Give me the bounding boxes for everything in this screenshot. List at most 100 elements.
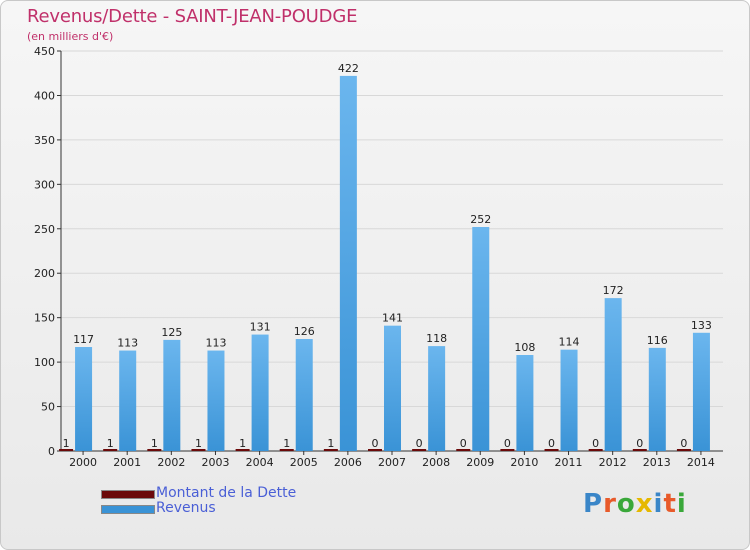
debt-value-label: 1 [151,437,158,450]
logo-letter: o [616,489,636,519]
logo-letter: P [583,489,604,519]
revenue-bar [251,334,269,451]
revenue-value-label: 108 [514,341,535,354]
debt-bar [235,449,250,451]
x-tick-label: 2012 [599,456,627,469]
debt-value-label: 1 [283,437,290,450]
debt-bar [588,449,603,451]
y-tick-label: 450 [34,45,55,58]
legend-label-debt: Montant de la Dette [156,485,297,501]
revenue-value-label: 126 [294,325,315,338]
revenue-bar [163,339,181,451]
debt-value-label: 1 [63,437,70,450]
y-tick-label: 50 [41,401,55,414]
revenue-value-label: 113 [117,337,138,350]
debt-value-label: 0 [636,437,643,450]
debt-value-label: 1 [327,437,334,450]
revenue-bar [604,298,622,451]
debt-value-label: 1 [107,437,114,450]
revenue-value-label: 117 [73,333,94,346]
debt-bar [147,449,162,451]
revenue-value-label: 118 [426,332,447,345]
logo-letter: r [603,489,617,519]
revenue-bar [428,346,446,451]
logo-letter: t [663,489,677,519]
revenue-value-label: 113 [205,337,226,350]
chart-subtitle: (en milliers d'€) [27,30,114,43]
x-tick-label: 2006 [334,456,362,469]
revenue-bar [207,350,225,451]
debt-value-label: 0 [460,437,467,450]
x-tick-label: 2014 [687,456,715,469]
revenue-bar [472,227,490,451]
x-tick-label: 2013 [643,456,671,469]
revenue-bar [75,347,93,451]
debt-bar [412,449,427,451]
x-tick-label: 2007 [378,456,406,469]
debt-bar [191,449,206,451]
revenue-bar [516,355,534,451]
debt-value-label: 0 [416,437,423,450]
x-tick-label: 2001 [113,456,141,469]
revenue-bar [560,349,578,451]
y-tick-label: 100 [34,356,55,369]
debt-value-label: 0 [548,437,555,450]
revenue-value-label: 252 [470,213,491,226]
revenue-value-label: 141 [382,312,403,325]
revenue-value-label: 131 [250,321,271,334]
debt-bar [368,449,382,451]
logo-letter: x [635,489,654,519]
x-tick-label: 2011 [555,456,583,469]
proxiti-logo: Proxiti [583,489,687,519]
y-tick-label: 350 [34,134,55,147]
debt-bar [323,449,338,451]
revenue-bar [295,339,313,451]
debt-value-label: 0 [680,437,687,450]
debt-bar [500,449,515,451]
chart-title: Revenus/Dette - SAINT-JEAN-POUDGE [27,6,358,27]
x-tick-label: 2000 [69,456,97,469]
revenue-bar [692,332,710,451]
debt-bar [544,449,559,451]
x-tick-label: 2005 [290,456,318,469]
revenue-value-label: 114 [559,336,580,349]
legend-label-revenue: Revenus [156,500,216,516]
revenue-bar [648,347,666,451]
revenue-value-label: 116 [647,334,668,347]
revenue-bar [119,350,137,451]
x-tick-label: 2002 [157,456,185,469]
debt-value-label: 0 [504,437,511,450]
debt-bar [676,449,691,451]
revenue-value-label: 172 [603,284,624,297]
y-tick-label: 0 [48,445,55,458]
revenue-value-label: 422 [338,62,359,75]
y-tick-label: 200 [34,267,55,280]
debt-bar [632,449,647,451]
x-tick-label: 2010 [510,456,538,469]
legend-swatch-debt [101,490,155,499]
revenue-value-label: 133 [691,319,712,332]
y-tick-label: 250 [34,223,55,236]
revenue-bar [384,325,401,451]
revenue-value-label: 125 [161,326,182,339]
x-tick-label: 2009 [466,456,494,469]
debt-bar [59,449,74,451]
debt-value-label: 1 [239,437,246,450]
debt-value-label: 0 [372,437,379,450]
revenue-bar [339,75,357,451]
x-tick-label: 2003 [201,456,229,469]
x-tick-label: 2008 [422,456,450,469]
logo-letter: i [653,489,664,519]
debt-bar [456,449,471,451]
debt-bar [279,449,294,451]
y-tick-label: 400 [34,89,55,102]
y-tick-label: 150 [34,312,55,325]
debt-bar [103,449,118,451]
logo-letter: i [676,489,687,519]
debt-value-label: 0 [592,437,599,450]
legend-swatch-revenue [101,505,155,514]
debt-value-label: 1 [195,437,202,450]
y-tick-label: 300 [34,178,55,191]
